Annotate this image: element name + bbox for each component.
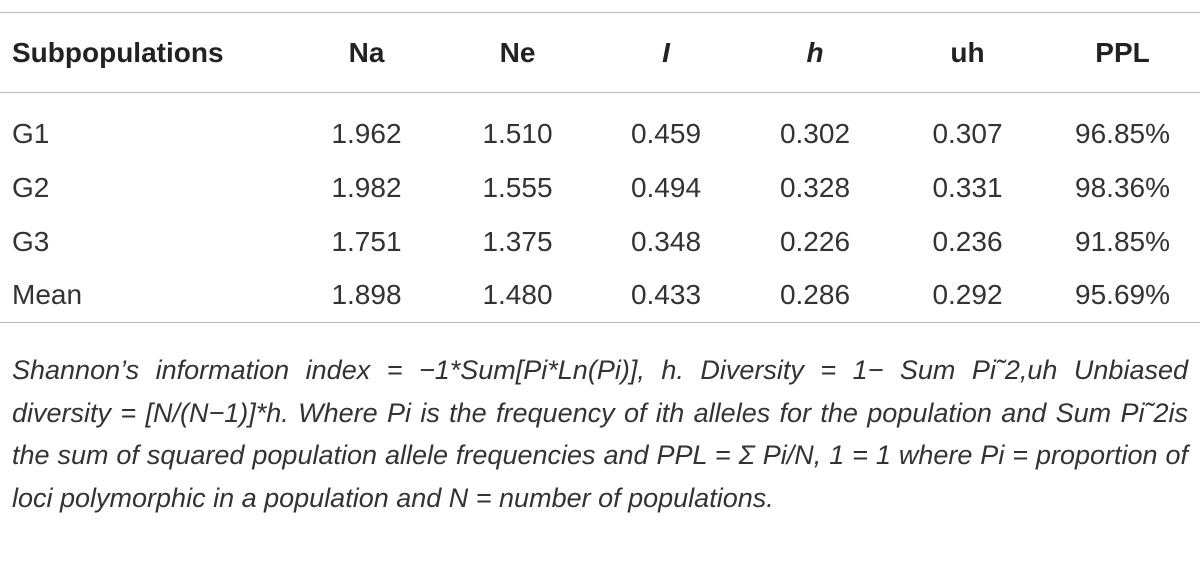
column-header: I [662,36,670,68]
column-header: Ne [499,36,536,68]
table-cell: 1.510 [482,117,553,149]
table-cell: 0.433 [630,279,702,311]
table-cell: 0.226 [779,225,851,257]
table-cell: 98.36% [1075,171,1170,203]
table-body: G1 1.962 1.510 0.459 0.302 0.307 96.85% G2 1.982… [0,93,1200,323]
table-cell: 0.236 [932,225,1003,257]
column-header: uh [950,36,985,68]
table-row: Mean 1.898 1.480 0.433 0.286 0.292 95.69% [0,269,1200,323]
row-label: G1 [12,117,50,149]
table-cell: 0.302 [779,117,851,149]
table-cell: 91.85% [1075,225,1170,257]
column-header: Na [348,36,385,68]
table-row: G1 1.962 1.510 0.459 0.302 0.307 96.85% [0,93,1200,161]
table-cell: 0.286 [779,279,851,311]
table-cell: 1.982 [331,171,402,203]
table-cell: 95.69% [1075,279,1170,311]
table-cell: 0.494 [630,171,702,203]
table-cell: 1.962 [331,117,402,149]
column-header: h [806,36,824,68]
table-cell: 0.307 [932,117,1003,149]
table-cell: 1.751 [331,225,402,257]
table-cell: 1.555 [482,171,553,203]
table-cell: 1.898 [331,279,402,311]
column-header: Subpopulations [12,36,224,68]
row-label: Mean [12,279,83,311]
row-label: G2 [12,171,50,203]
table-cell: 1.375 [482,225,553,257]
table-cell: 0.348 [630,225,702,257]
table-row: G2 1.982 1.555 0.494 0.328 0.331 98.36% [0,161,1200,215]
footnote: Shannon’s information index = −1*Sum[Pi*… [12,355,1188,513]
table-cell: 0.328 [779,171,851,203]
column-header: PPL [1095,36,1150,68]
table-row: G3 1.751 1.375 0.348 0.226 0.236 91.85% [0,215,1200,269]
table-cell: 0.292 [932,279,1003,311]
table-cell: 96.85% [1075,117,1170,149]
table-cell: 0.459 [630,117,702,149]
table-cell: 1.480 [482,279,553,311]
row-label: G3 [12,225,50,257]
table-cell: 0.331 [932,171,1003,203]
